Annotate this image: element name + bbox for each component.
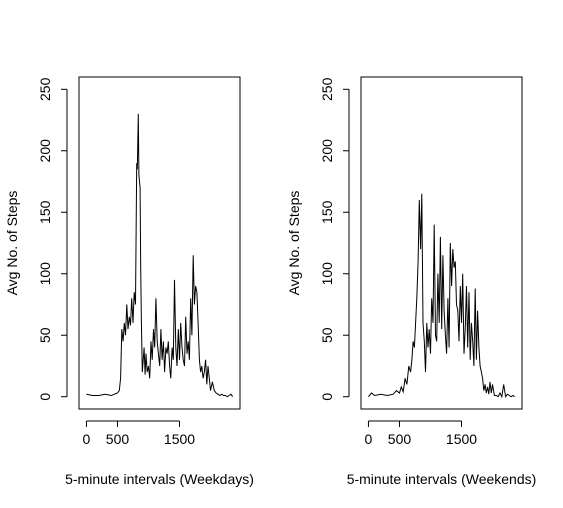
plot-frame xyxy=(78,76,241,410)
x-axis-label: 5-minute intervals (Weekdays) xyxy=(65,471,254,487)
y-tick-label: 0 xyxy=(37,393,53,401)
y-tick-label: 150 xyxy=(37,200,53,224)
y-tick-label: 50 xyxy=(37,327,53,343)
y-tick-label: 100 xyxy=(37,262,53,286)
y-tick-label: 50 xyxy=(319,327,335,343)
y-tick-label: 250 xyxy=(319,77,335,101)
x-tick-label: 0 xyxy=(83,431,91,447)
series-line xyxy=(368,193,515,399)
x-tick-label: 0 xyxy=(365,431,373,447)
x-tick-label: 500 xyxy=(106,431,130,447)
chart-panel-weekdays: 0 50 100 150 200 250 0 500 1500 5-minute interval… xyxy=(4,76,254,487)
series-line xyxy=(86,113,234,398)
x-tick-label: 1500 xyxy=(446,431,477,447)
x-tick-label: 1500 xyxy=(164,431,195,447)
chart-panel-weekends: 0 50 100 150 200 250 0 500 1500 5-minute interval… xyxy=(286,76,537,487)
plot-frame xyxy=(360,76,523,410)
y-tick-label: 250 xyxy=(37,77,53,101)
y-tick-label: 200 xyxy=(319,139,335,163)
y-axis-label: Avg No. of Steps xyxy=(286,191,302,296)
y-tick-label: 100 xyxy=(319,262,335,286)
y-tick-label: 0 xyxy=(319,393,335,401)
y-axis-label: Avg No. of Steps xyxy=(4,191,20,296)
x-tick-label: 500 xyxy=(388,431,412,447)
y-tick-label: 150 xyxy=(319,200,335,224)
y-tick-label: 200 xyxy=(37,139,53,163)
x-axis-label: 5-minute intervals (Weekends) xyxy=(347,471,537,487)
